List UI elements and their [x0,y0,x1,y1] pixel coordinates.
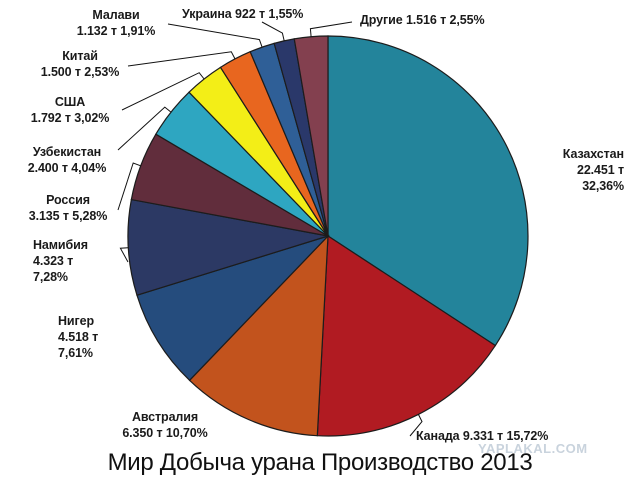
label-russia: Россия 3.135 т 5,28% [28,193,108,223]
leader-line-11 [309,21,353,37]
leader-line-9 [167,23,263,48]
label-australia: Австралия 6.350 т 10,70% [122,410,208,440]
leader-line-5 [117,162,141,211]
leader-line-4 [119,247,129,263]
pie-slice-3 [136,234,331,382]
leader-line-8 [127,51,236,67]
leader-line-7 [121,72,205,111]
chart-title: Мир Добыча урана Производство 2013 [107,449,533,476]
leader-line-6 [117,106,172,151]
pie-slice-11 [293,35,329,237]
pie-slices [127,35,529,437]
pie-slice-2 [188,234,329,437]
label-kazakhstan: Казахстан 22.451 т 32,36% [562,147,624,193]
label-others: Другие 1.516 т 2,55% [360,13,485,27]
label-namibia: Намибия 4.323 т 7,28% [33,238,88,284]
label-niger: Нигер 4.518 т 7,61% [58,314,99,360]
watermark: YAPLAKAL.COM [478,441,588,456]
label-china: Китай 1.500 т 2,53% [40,49,120,79]
label-canada: Канада 9.331 т 15,72% [416,429,549,443]
leader-line-1 [409,414,423,437]
leader-lines [117,21,423,437]
pie-slice-1 [316,234,497,437]
label-ukraine: Украина 922 т 1,55% [182,7,304,21]
pie-slice-4 [127,198,329,296]
label-malawi: Малави 1.132 т 1,91% [76,8,156,38]
label-uzbekistan: Узбекистан 2.400 т 4,04% [27,145,107,175]
label-usa: США 1.792 т 3,02% [30,95,110,125]
leader-line-10 [261,21,285,42]
